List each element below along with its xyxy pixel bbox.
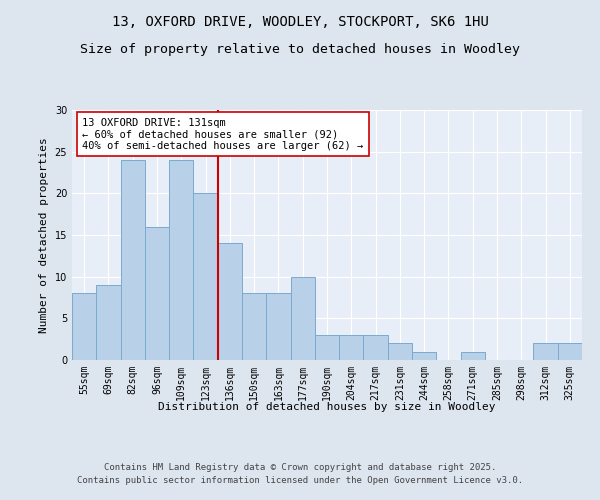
Text: 13, OXFORD DRIVE, WOODLEY, STOCKPORT, SK6 1HU: 13, OXFORD DRIVE, WOODLEY, STOCKPORT, SK… bbox=[112, 15, 488, 29]
Text: Contains public sector information licensed under the Open Government Licence v3: Contains public sector information licen… bbox=[77, 476, 523, 485]
Bar bbox=[388, 344, 412, 360]
Bar bbox=[533, 344, 558, 360]
Bar bbox=[412, 352, 436, 360]
Bar bbox=[218, 244, 242, 360]
Bar bbox=[558, 344, 582, 360]
Bar bbox=[96, 285, 121, 360]
Bar bbox=[193, 194, 218, 360]
Bar bbox=[364, 335, 388, 360]
Bar bbox=[72, 294, 96, 360]
Bar bbox=[290, 276, 315, 360]
Bar bbox=[266, 294, 290, 360]
Text: Size of property relative to detached houses in Woodley: Size of property relative to detached ho… bbox=[80, 42, 520, 56]
Text: Distribution of detached houses by size in Woodley: Distribution of detached houses by size … bbox=[158, 402, 496, 412]
Y-axis label: Number of detached properties: Number of detached properties bbox=[39, 137, 49, 333]
Text: 13 OXFORD DRIVE: 131sqm
← 60% of detached houses are smaller (92)
40% of semi-de: 13 OXFORD DRIVE: 131sqm ← 60% of detache… bbox=[82, 118, 364, 150]
Bar bbox=[315, 335, 339, 360]
Bar bbox=[242, 294, 266, 360]
Bar bbox=[121, 160, 145, 360]
Bar bbox=[169, 160, 193, 360]
Bar bbox=[339, 335, 364, 360]
Text: Contains HM Land Registry data © Crown copyright and database right 2025.: Contains HM Land Registry data © Crown c… bbox=[104, 462, 496, 471]
Bar bbox=[145, 226, 169, 360]
Bar bbox=[461, 352, 485, 360]
